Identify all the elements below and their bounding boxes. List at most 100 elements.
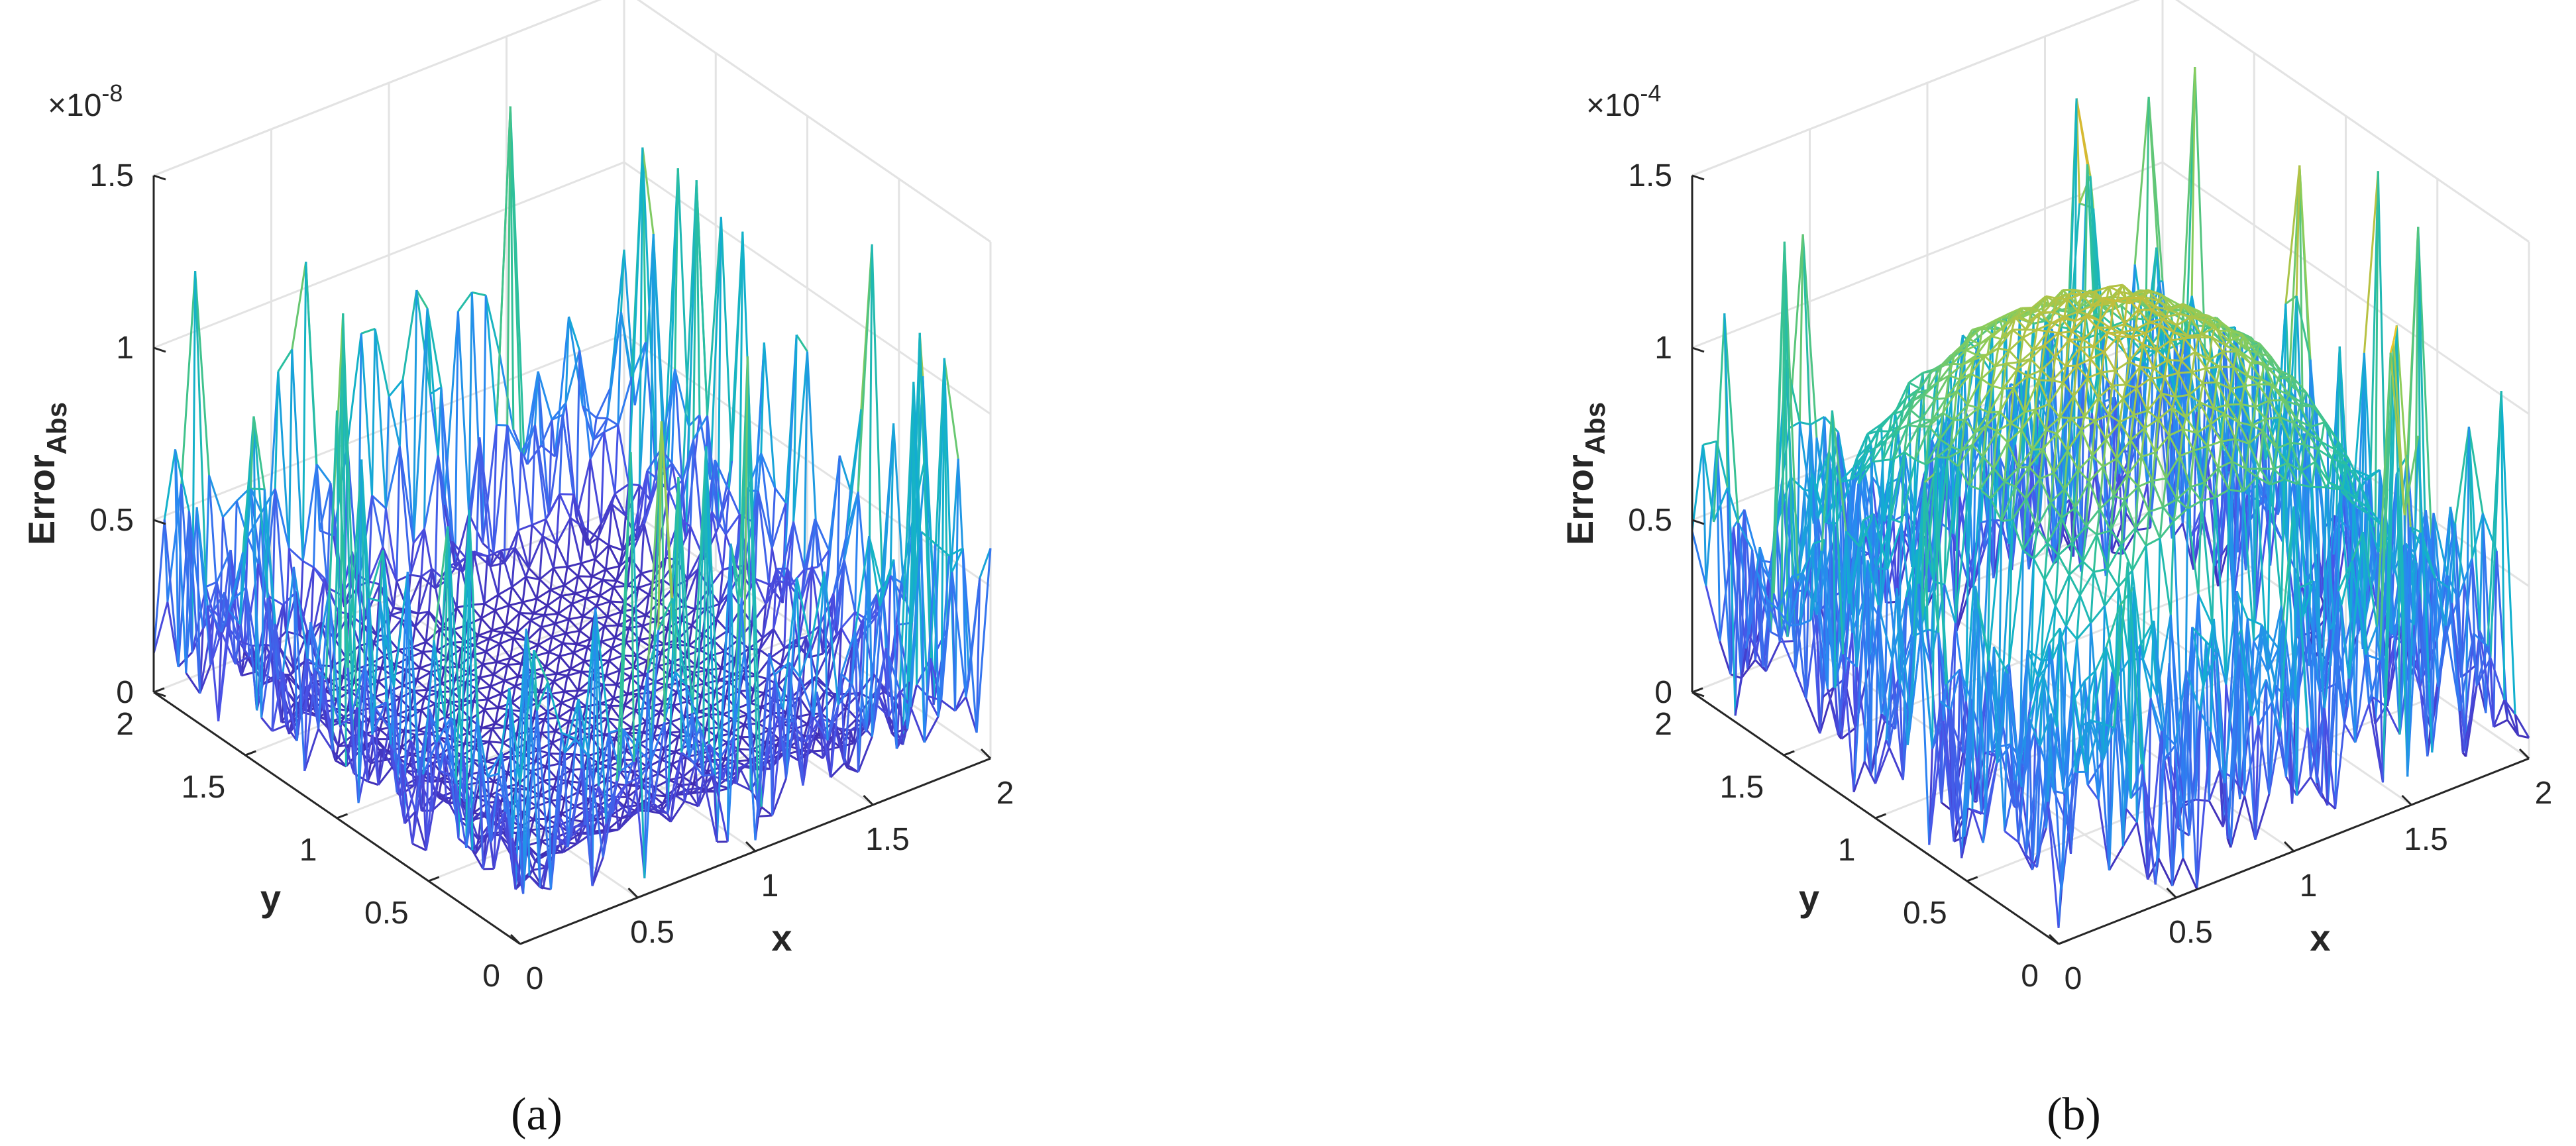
mesh-edge — [574, 592, 586, 599]
mesh-edge — [454, 509, 470, 784]
mesh-edge — [563, 575, 579, 586]
mesh-edge — [614, 425, 619, 494]
mesh-edge — [534, 425, 547, 520]
mesh-edge — [377, 766, 394, 786]
mesh-edge — [691, 607, 707, 626]
mesh-edge — [478, 664, 484, 678]
mesh-edge — [2119, 284, 2124, 292]
mesh-edge — [234, 587, 247, 664]
mesh-edge — [800, 519, 816, 601]
mesh-edge — [816, 691, 829, 741]
mesh-edge — [796, 577, 812, 646]
mesh-edge — [427, 568, 433, 612]
z-tick — [153, 174, 166, 181]
mesh-edge — [414, 613, 419, 627]
mesh-edge — [349, 459, 363, 719]
mesh-edge — [546, 590, 552, 606]
mesh-edge — [812, 571, 826, 717]
mesh-edge — [574, 699, 580, 739]
mesh-edge — [222, 500, 238, 518]
mesh-edge — [561, 595, 573, 605]
mesh-edge — [366, 749, 383, 782]
mesh-edge — [845, 706, 858, 720]
mesh-edge — [450, 717, 462, 742]
mesh-edge — [577, 671, 582, 691]
mesh-edge — [163, 449, 176, 520]
mesh-edge — [2116, 300, 2131, 305]
mesh-edge — [671, 598, 676, 672]
mesh-edge — [823, 571, 829, 741]
mesh-edge — [712, 774, 729, 842]
mesh-edge — [594, 607, 610, 733]
mesh-edge — [608, 654, 623, 662]
mesh-edge — [548, 642, 564, 653]
mesh-edge — [708, 569, 724, 590]
mesh-edge — [717, 217, 722, 528]
mesh-edge — [698, 634, 704, 651]
mesh-edge — [490, 781, 495, 796]
mesh-edge — [314, 590, 331, 668]
mesh-edge — [603, 418, 608, 433]
mesh-edge — [724, 748, 739, 761]
mesh-edge — [301, 464, 318, 562]
mesh-edge — [499, 643, 511, 659]
mesh-edge — [577, 562, 582, 577]
mesh-edge — [249, 487, 266, 598]
mesh-edge — [420, 697, 426, 711]
mesh-edge — [818, 593, 835, 627]
mesh-edge — [519, 650, 535, 786]
mesh-edge — [511, 576, 527, 588]
mesh-edge — [559, 415, 564, 494]
mesh-edge — [646, 470, 659, 481]
mesh-edge — [663, 671, 676, 722]
mesh-edge — [252, 416, 266, 490]
mesh-edge — [278, 604, 284, 649]
mesh-edge — [423, 689, 429, 698]
mesh-edge — [954, 458, 959, 711]
mesh-edge — [803, 723, 809, 737]
mesh-edge — [468, 292, 473, 514]
mesh-edge — [527, 525, 533, 568]
mesh-edge — [951, 571, 957, 711]
mesh-edge — [627, 147, 644, 484]
mesh-edge — [606, 717, 619, 732]
mesh-edge — [303, 728, 320, 772]
mesh-edge — [578, 350, 592, 459]
mesh-edge — [548, 637, 553, 652]
mesh-edge — [379, 550, 384, 601]
mesh-edge — [596, 600, 611, 607]
surface-mesh — [1691, 67, 2530, 928]
mesh-edge — [1896, 513, 1909, 602]
mesh-edge — [529, 819, 535, 831]
mesh-edge — [610, 698, 615, 707]
mesh-edge — [529, 619, 542, 629]
mesh-edge — [476, 685, 491, 690]
mesh-edge — [497, 594, 510, 606]
mesh-edge — [840, 674, 845, 764]
mesh-edge — [711, 511, 727, 535]
mesh-edge — [1883, 412, 1896, 522]
mesh-edge — [661, 751, 676, 761]
mesh-edge — [621, 728, 635, 762]
mesh-edge — [412, 528, 425, 544]
mesh-edge — [490, 680, 505, 688]
mesh-edge — [493, 664, 508, 676]
axes — [152, 174, 992, 945]
mesh-edge — [426, 308, 439, 456]
mesh-edge — [320, 578, 326, 623]
mesh-edge — [522, 598, 537, 603]
mesh-edge — [2135, 484, 2149, 531]
mesh-edge — [782, 577, 798, 710]
mesh-edge — [510, 656, 522, 665]
mesh-edge — [526, 626, 542, 641]
mesh-edge — [2214, 472, 2227, 566]
mesh-edge — [2354, 469, 2367, 482]
mesh-edge — [379, 601, 395, 688]
mesh-edge — [360, 327, 376, 335]
mesh-edge — [560, 799, 566, 815]
mesh-edge — [282, 566, 295, 672]
mesh-edge — [588, 588, 600, 597]
mesh-edge — [653, 627, 669, 639]
mesh-edge — [249, 487, 262, 513]
mesh-edge — [419, 667, 431, 674]
